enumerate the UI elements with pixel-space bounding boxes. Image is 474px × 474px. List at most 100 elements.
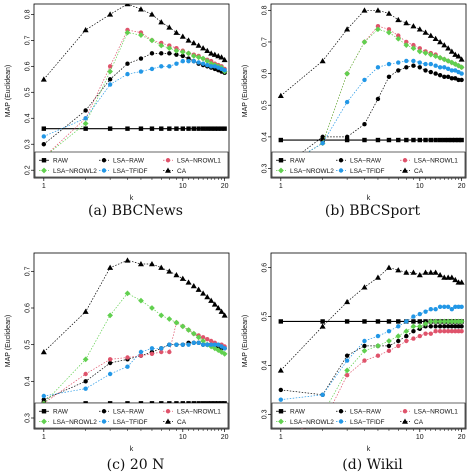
y-axis-label: MAP (Euclidean) (242, 65, 249, 117)
data-point (362, 358, 367, 363)
data-point (173, 319, 180, 326)
data-point (432, 35, 439, 42)
data-point (149, 126, 155, 131)
data-point (375, 65, 381, 70)
legend-marker (41, 158, 47, 163)
data-point (195, 42, 202, 48)
data-point (107, 357, 113, 362)
data-point (386, 137, 392, 143)
data-point (174, 342, 179, 347)
data-point (442, 137, 447, 143)
legend-label: RAW (53, 158, 69, 165)
data-point (159, 346, 164, 351)
legend-label: LSA−TFIDF (113, 419, 148, 426)
data-point (411, 314, 416, 319)
legend-marker (402, 418, 408, 424)
data-point (375, 26, 381, 33)
data-point (179, 49, 186, 55)
data-point (410, 23, 417, 29)
chart-panel-1: 0.3 0.4 0.5 0.6 0.7 0.8 MAP (Euclidean) 1 10 20 RA… (242, 3, 467, 219)
data-point (166, 24, 173, 30)
y-tick-label: 0.7 (262, 37, 269, 47)
data-point (386, 348, 392, 353)
legend-marker (338, 168, 344, 173)
y-tick-label: 0.4 (25, 376, 32, 386)
series-4 (41, 58, 227, 139)
chart-panel-2: 0.3 0.4 0.5 0.6 0.7 MAP (Euclidean) 1 10 20 RAW LS… (5, 252, 230, 473)
data-point (222, 68, 227, 73)
data-point (208, 126, 214, 131)
data-point (455, 318, 462, 325)
x-tick-label: 20 (221, 183, 229, 190)
data-point (221, 56, 228, 63)
chart-caption: (c) 20 N (107, 457, 165, 473)
y-tick-label: 0.3 (25, 139, 32, 149)
data-point (137, 261, 144, 267)
data-point (219, 126, 224, 131)
data-point (445, 66, 451, 72)
legend-box (271, 402, 466, 429)
data-point (166, 316, 173, 322)
legend-label: LSA−TFIDF (350, 419, 385, 426)
data-point (173, 47, 180, 54)
data-point (185, 279, 192, 285)
data-point (320, 392, 325, 397)
data-point (395, 333, 402, 339)
series-line (43, 32, 225, 158)
x-axis-label: k (367, 195, 371, 202)
data-point (396, 324, 401, 329)
data-point (386, 29, 392, 36)
data-point (458, 56, 465, 62)
data-point (411, 58, 416, 64)
data-point (138, 69, 144, 74)
data-point (278, 397, 284, 402)
y-tick-label: 0.6 (262, 69, 269, 79)
data-point (437, 324, 443, 329)
legend-marker (101, 419, 107, 424)
data-point (396, 338, 401, 344)
legend-label: RAW (53, 409, 69, 416)
legend-marker (41, 409, 47, 414)
data-point (441, 42, 448, 48)
legend-label: CA (177, 168, 187, 175)
plot-area (277, 7, 465, 172)
data-point (179, 323, 186, 330)
data-point (403, 269, 410, 275)
data-point (459, 71, 464, 76)
data-point (442, 304, 447, 309)
data-point (455, 53, 462, 59)
data-point (320, 137, 325, 143)
data-point (208, 338, 214, 344)
data-point (173, 272, 180, 278)
data-point (441, 274, 448, 280)
data-point (107, 360, 113, 366)
y-tick-label: 0.3 (262, 164, 269, 174)
data-point (428, 137, 434, 143)
data-point (149, 305, 155, 311)
y-tick-label: 0.4 (262, 132, 269, 142)
data-point (185, 37, 192, 43)
data-point (159, 126, 164, 131)
data-point (449, 76, 455, 81)
data-point (375, 343, 381, 349)
data-point (386, 343, 392, 349)
legend-label: RAW (290, 158, 306, 165)
y-tick-label: 0.3 (262, 409, 269, 419)
data-point (362, 77, 367, 83)
legend-label: CA (177, 419, 187, 426)
data-point (437, 38, 444, 45)
legend-box (34, 151, 229, 178)
y-tick-label: 0.7 (25, 35, 32, 45)
data-point (423, 309, 428, 314)
plot-area (40, 257, 228, 407)
data-point (200, 55, 206, 62)
data-point (200, 126, 206, 131)
data-point (449, 137, 455, 143)
data-point (385, 264, 392, 270)
data-point (448, 48, 455, 54)
data-point (417, 333, 422, 339)
data-point (416, 26, 423, 32)
x-tick-label: 10 (416, 183, 424, 190)
series-line (280, 325, 462, 396)
legend-marker (165, 418, 171, 424)
